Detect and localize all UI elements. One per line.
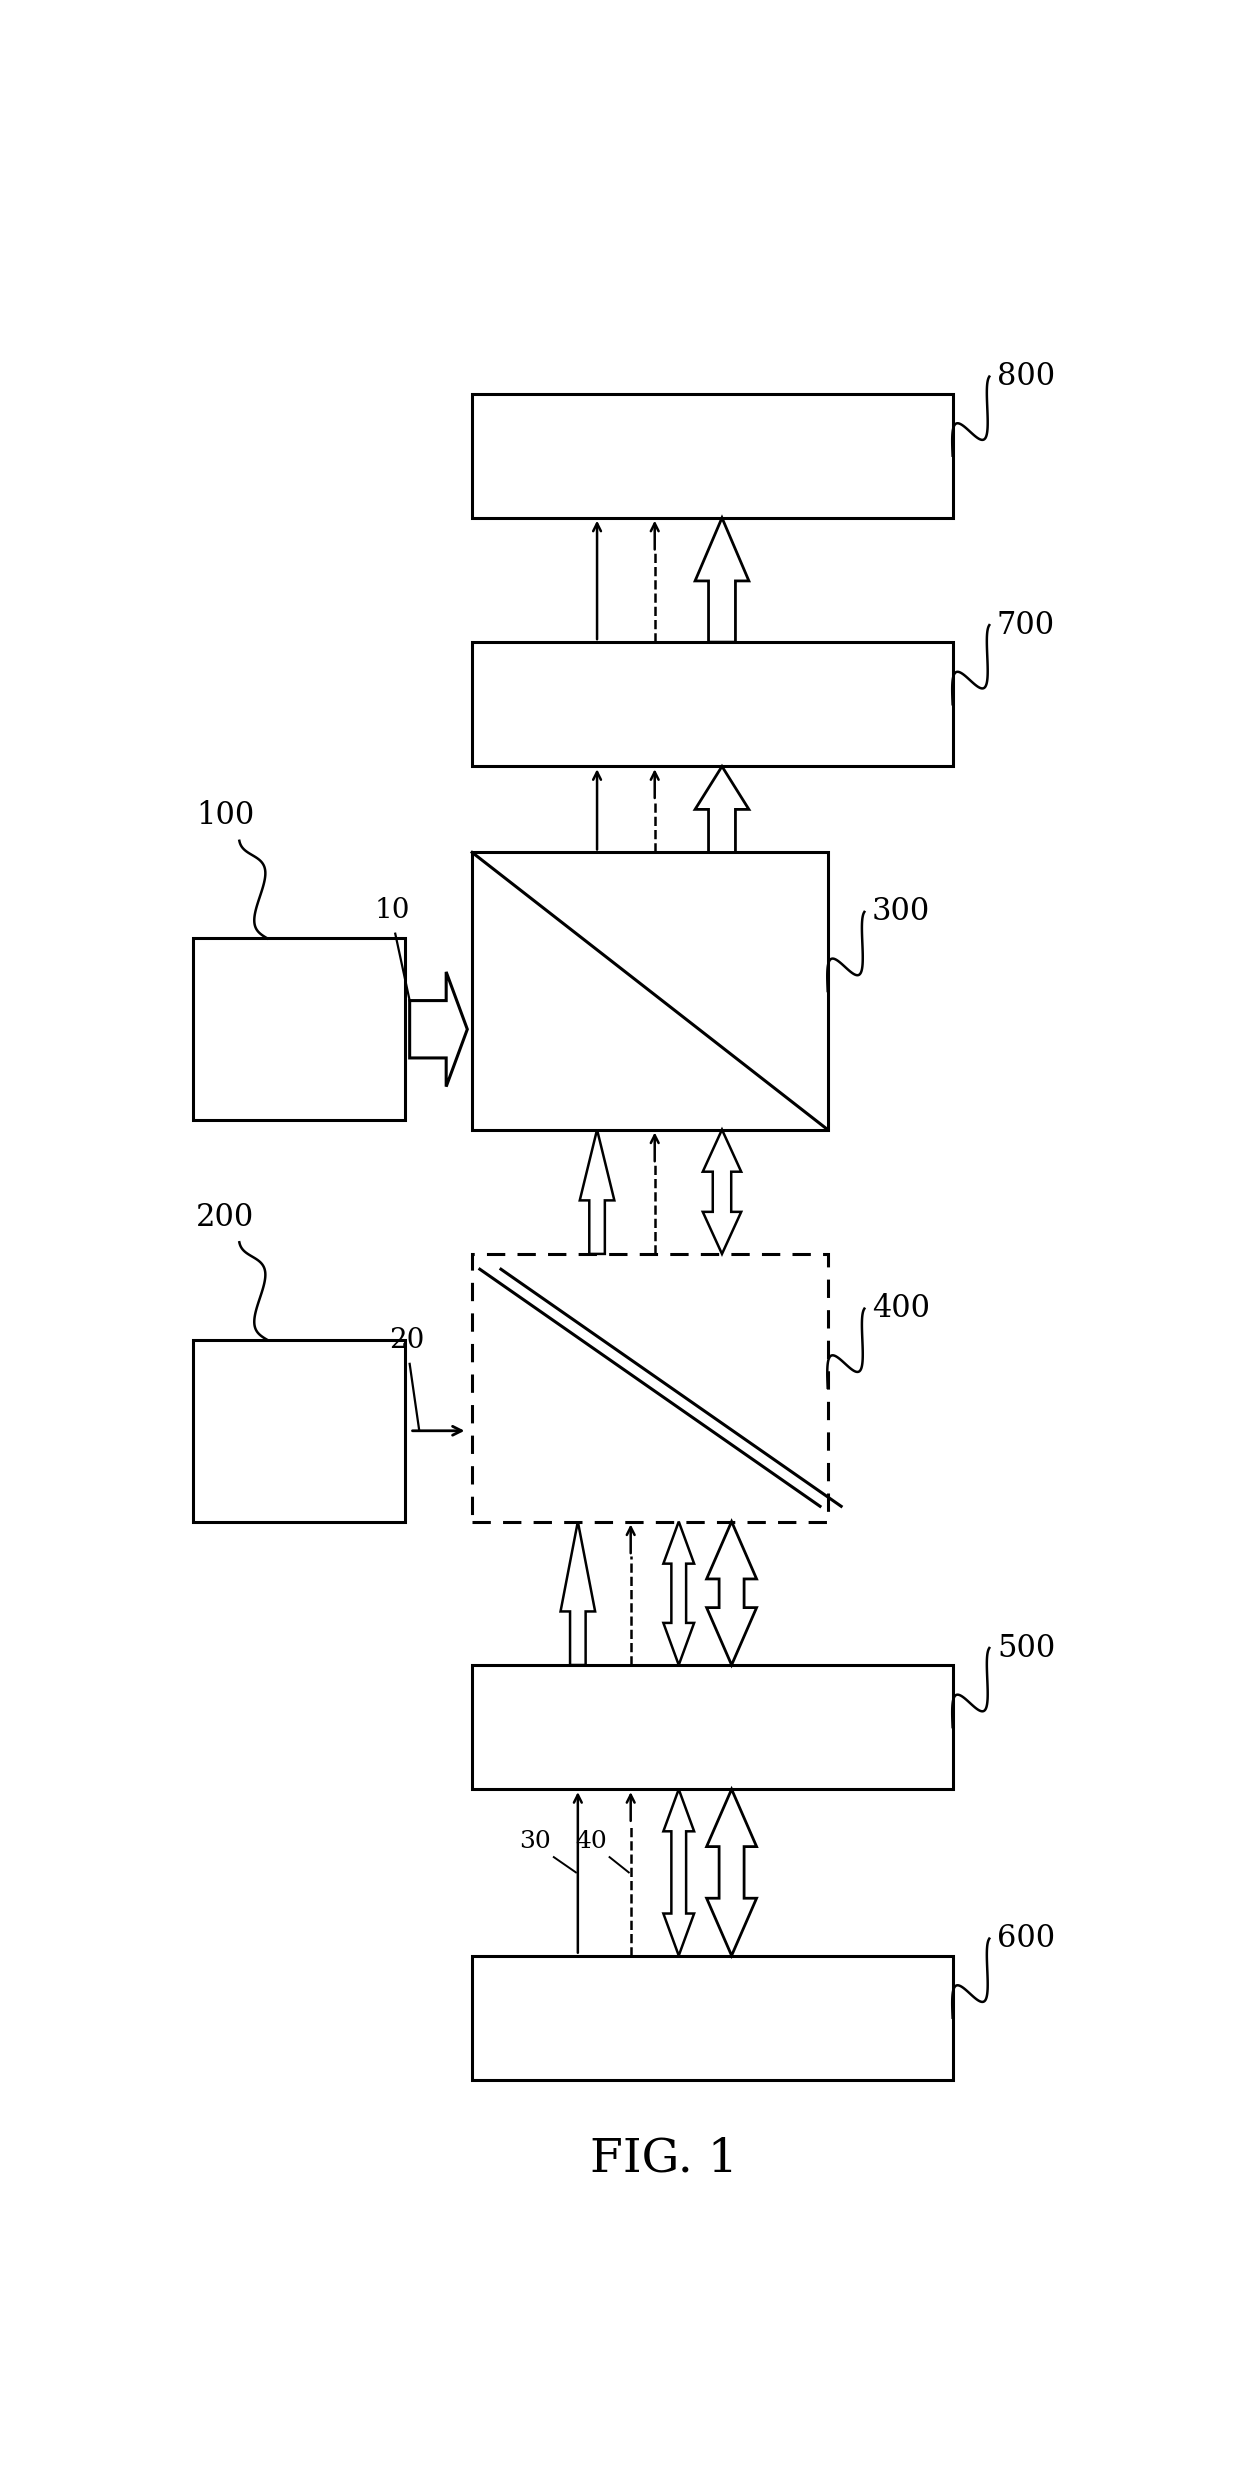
- Text: 10: 10: [374, 896, 410, 924]
- Text: 300: 300: [872, 896, 930, 929]
- Bar: [472, 1957, 952, 2081]
- Bar: [472, 1254, 828, 1522]
- Text: 200: 200: [196, 1202, 254, 1232]
- Polygon shape: [707, 1790, 756, 1957]
- Polygon shape: [409, 971, 467, 1088]
- Polygon shape: [707, 1522, 756, 1666]
- Text: 600: 600: [997, 1924, 1055, 1954]
- Bar: [193, 1341, 404, 1522]
- Polygon shape: [580, 1130, 614, 1254]
- Text: 40: 40: [575, 1830, 606, 1852]
- Bar: [472, 1666, 952, 1790]
- Polygon shape: [663, 1790, 694, 1957]
- Polygon shape: [663, 1522, 694, 1666]
- Polygon shape: [696, 767, 749, 852]
- Bar: [472, 395, 952, 519]
- Text: 100: 100: [196, 800, 254, 832]
- Text: 20: 20: [389, 1328, 424, 1353]
- Polygon shape: [696, 519, 749, 643]
- Bar: [472, 643, 952, 767]
- Text: 400: 400: [872, 1294, 930, 1323]
- Text: 30: 30: [520, 1830, 551, 1852]
- Text: 800: 800: [997, 360, 1055, 392]
- Bar: [193, 939, 404, 1120]
- Text: 500: 500: [997, 1631, 1055, 1664]
- Text: 700: 700: [997, 611, 1055, 641]
- Bar: [472, 852, 828, 1130]
- Polygon shape: [703, 1130, 742, 1254]
- Polygon shape: [560, 1522, 595, 1666]
- Text: FIG. 1: FIG. 1: [590, 2135, 738, 2180]
